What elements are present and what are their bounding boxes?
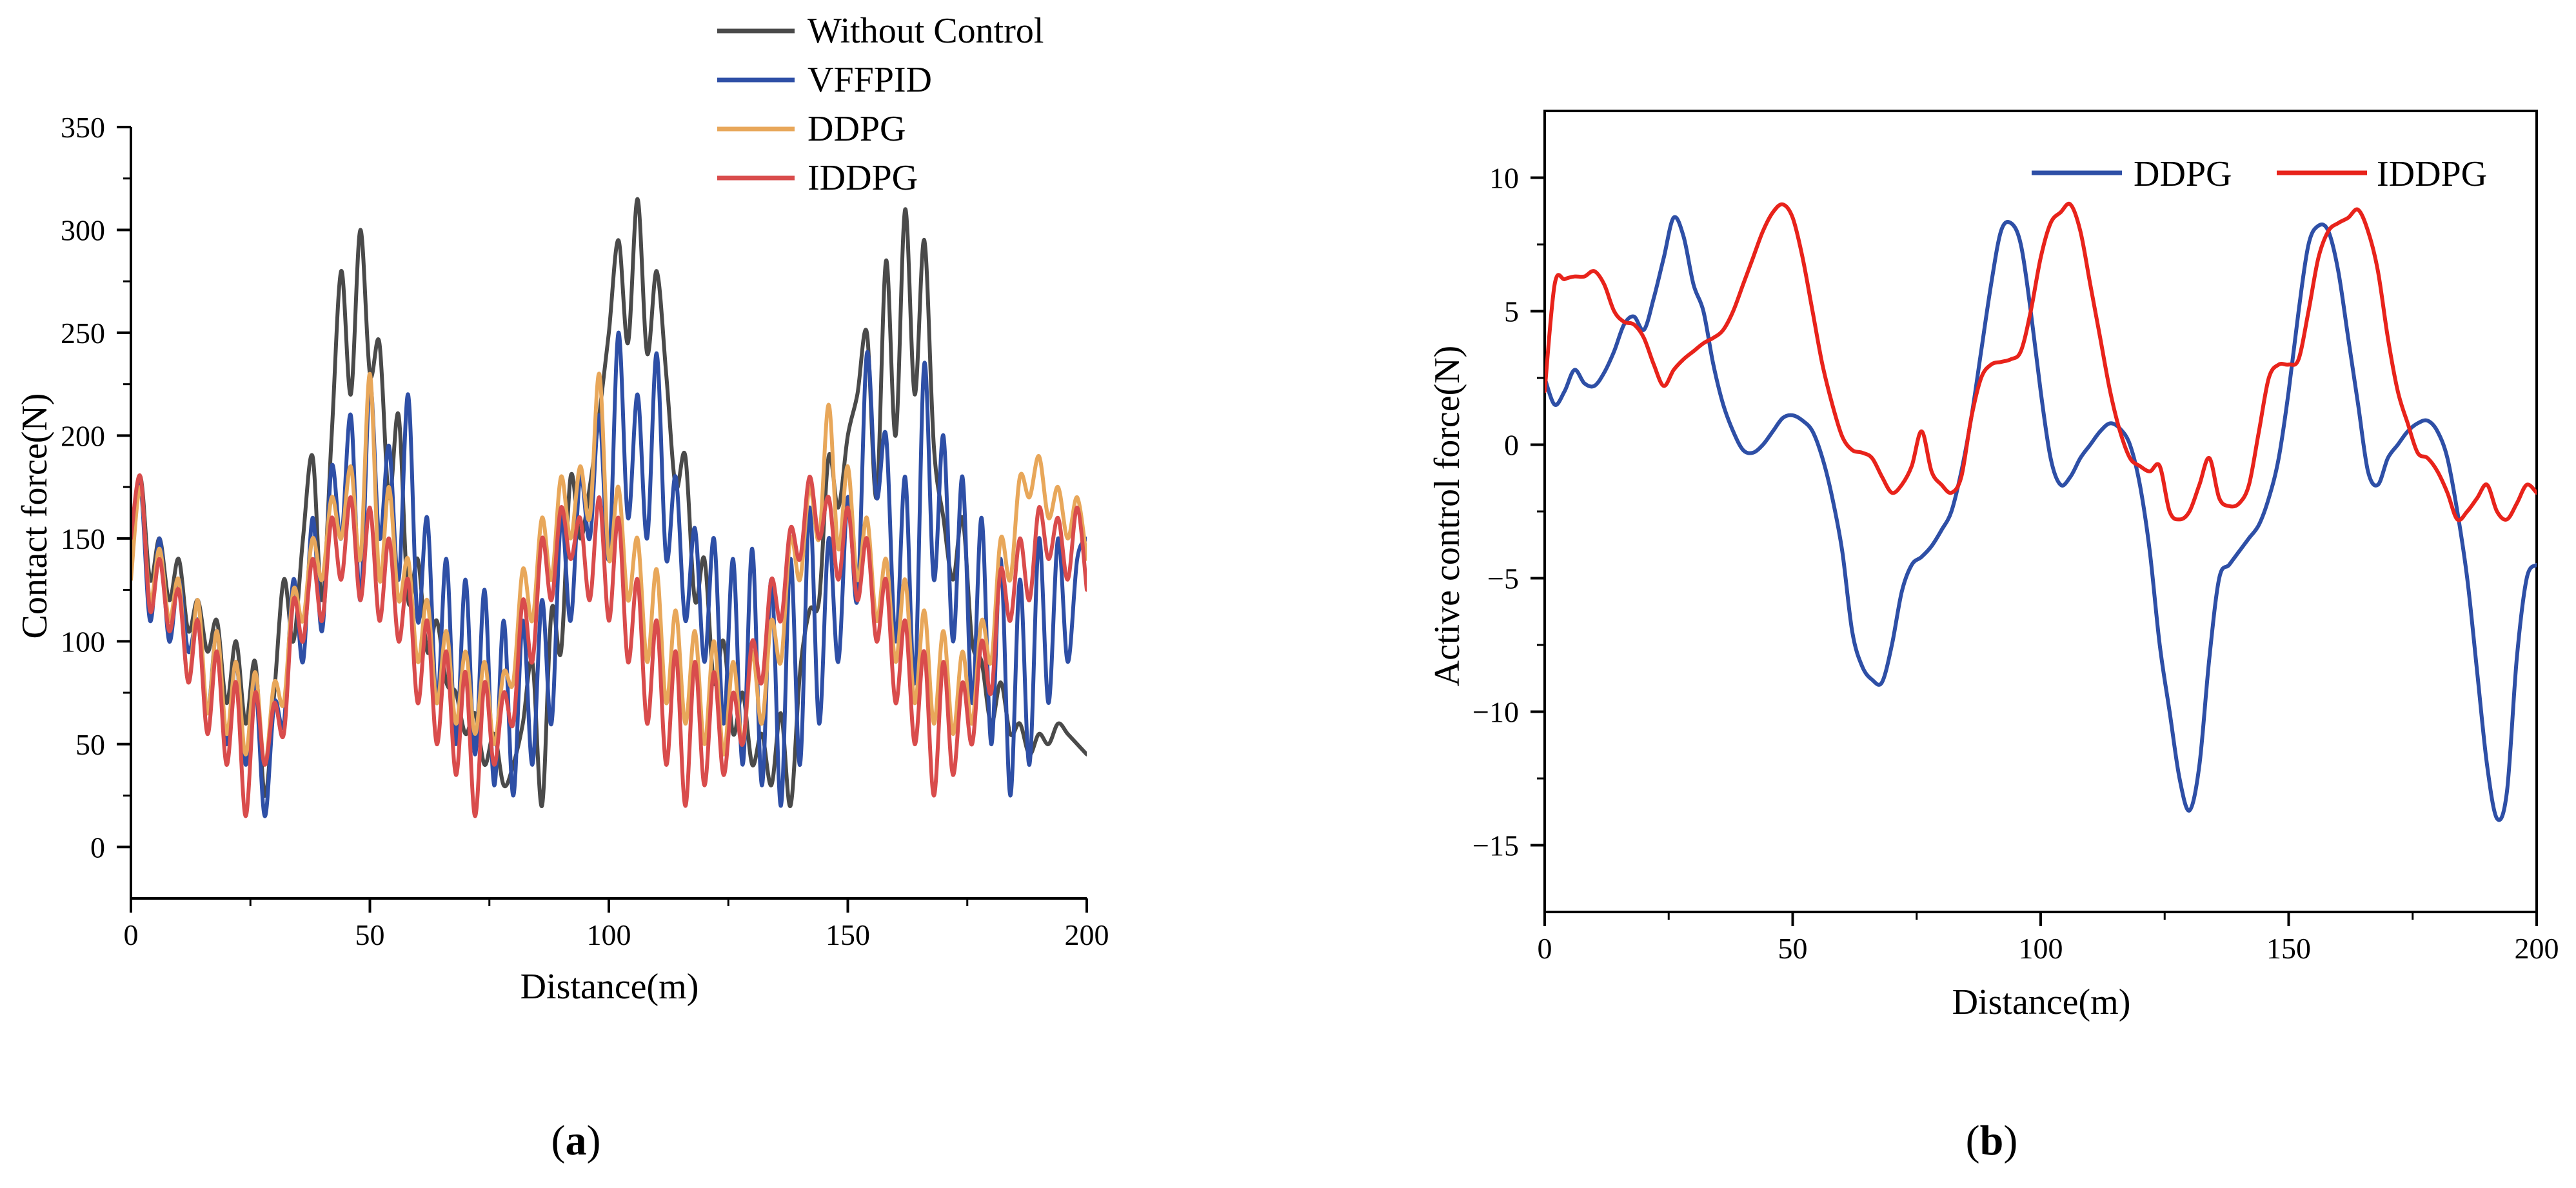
panel-a-legend-label-iddpg: IDDPG <box>807 158 918 198</box>
panel-a-legend-label-without-control: Without Control <box>807 11 1044 51</box>
panel-a-y-tick-label-50: 50 <box>75 728 105 761</box>
panel-a-x-tick-label-150: 150 <box>826 918 870 951</box>
panel-a-y-tick-label-200: 200 <box>61 419 105 452</box>
panel-b-active-control-force-chart: 0 50 100 150 200 −15 −10 −5 0 5 10 DDPG IDDPG Dista… <box>1427 110 2559 1164</box>
panel-b-legend-label-iddpg: IDDPG <box>2377 154 2487 194</box>
panel-a-legend-label-ddpg: DDPG <box>807 109 906 149</box>
panel-b-axes: 0 50 100 150 200 −15 −10 −5 0 5 10 <box>1472 162 2559 965</box>
panel-a-series-ddpg-line <box>131 371 1087 767</box>
panel-a-y-tick-label-100: 100 <box>61 625 105 658</box>
panel-a-series-iddpg-line <box>131 473 1087 818</box>
panel-b-series-iddpg-line <box>1545 201 2537 522</box>
panel-a-x-axis-title: Distance(m) <box>520 967 699 1007</box>
panel-a-y-tick-label-250: 250 <box>61 317 105 350</box>
panel-b-x-tick-label-0: 0 <box>1538 932 1552 965</box>
panel-b-x-tick-label-50: 50 <box>1778 932 1808 965</box>
panel-b-legend-label-ddpg: DDPG <box>2134 154 2232 194</box>
panel-a-y-tick-label-0: 0 <box>90 831 105 864</box>
panel-a-legend: Without Control VFFPID DDPG IDDPG <box>717 11 1044 198</box>
panel-a-series-group <box>131 197 1087 818</box>
panel-b-y-axis-title: Active control force(N) <box>1427 346 1467 687</box>
panel-b-legend: DDPG IDDPG <box>2032 154 2487 194</box>
panel-a-y-tick-label-350: 350 <box>61 111 105 144</box>
panel-a-x-tick-label-50: 50 <box>355 918 385 951</box>
panel-b-x-tick-label-150: 150 <box>2266 932 2311 965</box>
panel-b-y-tick-label-0: 0 <box>1504 429 1519 462</box>
panel-a-label: (a) <box>551 1117 601 1164</box>
panel-b-y-tick-label-10: 10 <box>1489 162 1519 195</box>
panel-b-series-ddpg-line <box>1545 215 2537 822</box>
panel-b-x-axis-title: Distance(m) <box>1952 982 2131 1022</box>
panel-a-contact-force-chart: 0 50 100 150 200 0 50 100 150 200 250 300 350 Withou… <box>15 11 1109 1164</box>
panel-b-x-tick-label-200: 200 <box>2515 932 2559 965</box>
panel-b-plot-frame <box>1543 110 2538 913</box>
panel-b-y-tick-label-5: 5 <box>1504 295 1519 328</box>
panel-a-x-tick-label-0: 0 <box>124 918 139 951</box>
panel-b-y-tick-label-15: −15 <box>1472 829 1519 862</box>
panel-b-x-tick-label-100: 100 <box>2019 932 2063 965</box>
panel-a-series-vffpid-line <box>131 330 1087 818</box>
panel-a-y-tick-label-150: 150 <box>61 522 105 555</box>
panel-a-axes: 0 50 100 150 200 0 50 100 150 200 250 300 350 <box>61 111 1109 951</box>
panel-a-legend-label-vffpid: VFFPID <box>807 60 932 100</box>
panel-b-y-tick-label-5: −5 <box>1487 562 1519 595</box>
panel-b-label: (b) <box>1966 1117 2018 1164</box>
panel-b-y-tick-label-10: −10 <box>1472 696 1519 729</box>
panel-a-y-axis-title: Contact force(N) <box>15 393 55 639</box>
panel-a-y-tick-label-300: 300 <box>61 213 105 246</box>
panel-a-x-tick-label-200: 200 <box>1065 918 1109 951</box>
panel-a-x-tick-label-100: 100 <box>587 918 631 951</box>
panel-b-series-group <box>1545 201 2537 822</box>
